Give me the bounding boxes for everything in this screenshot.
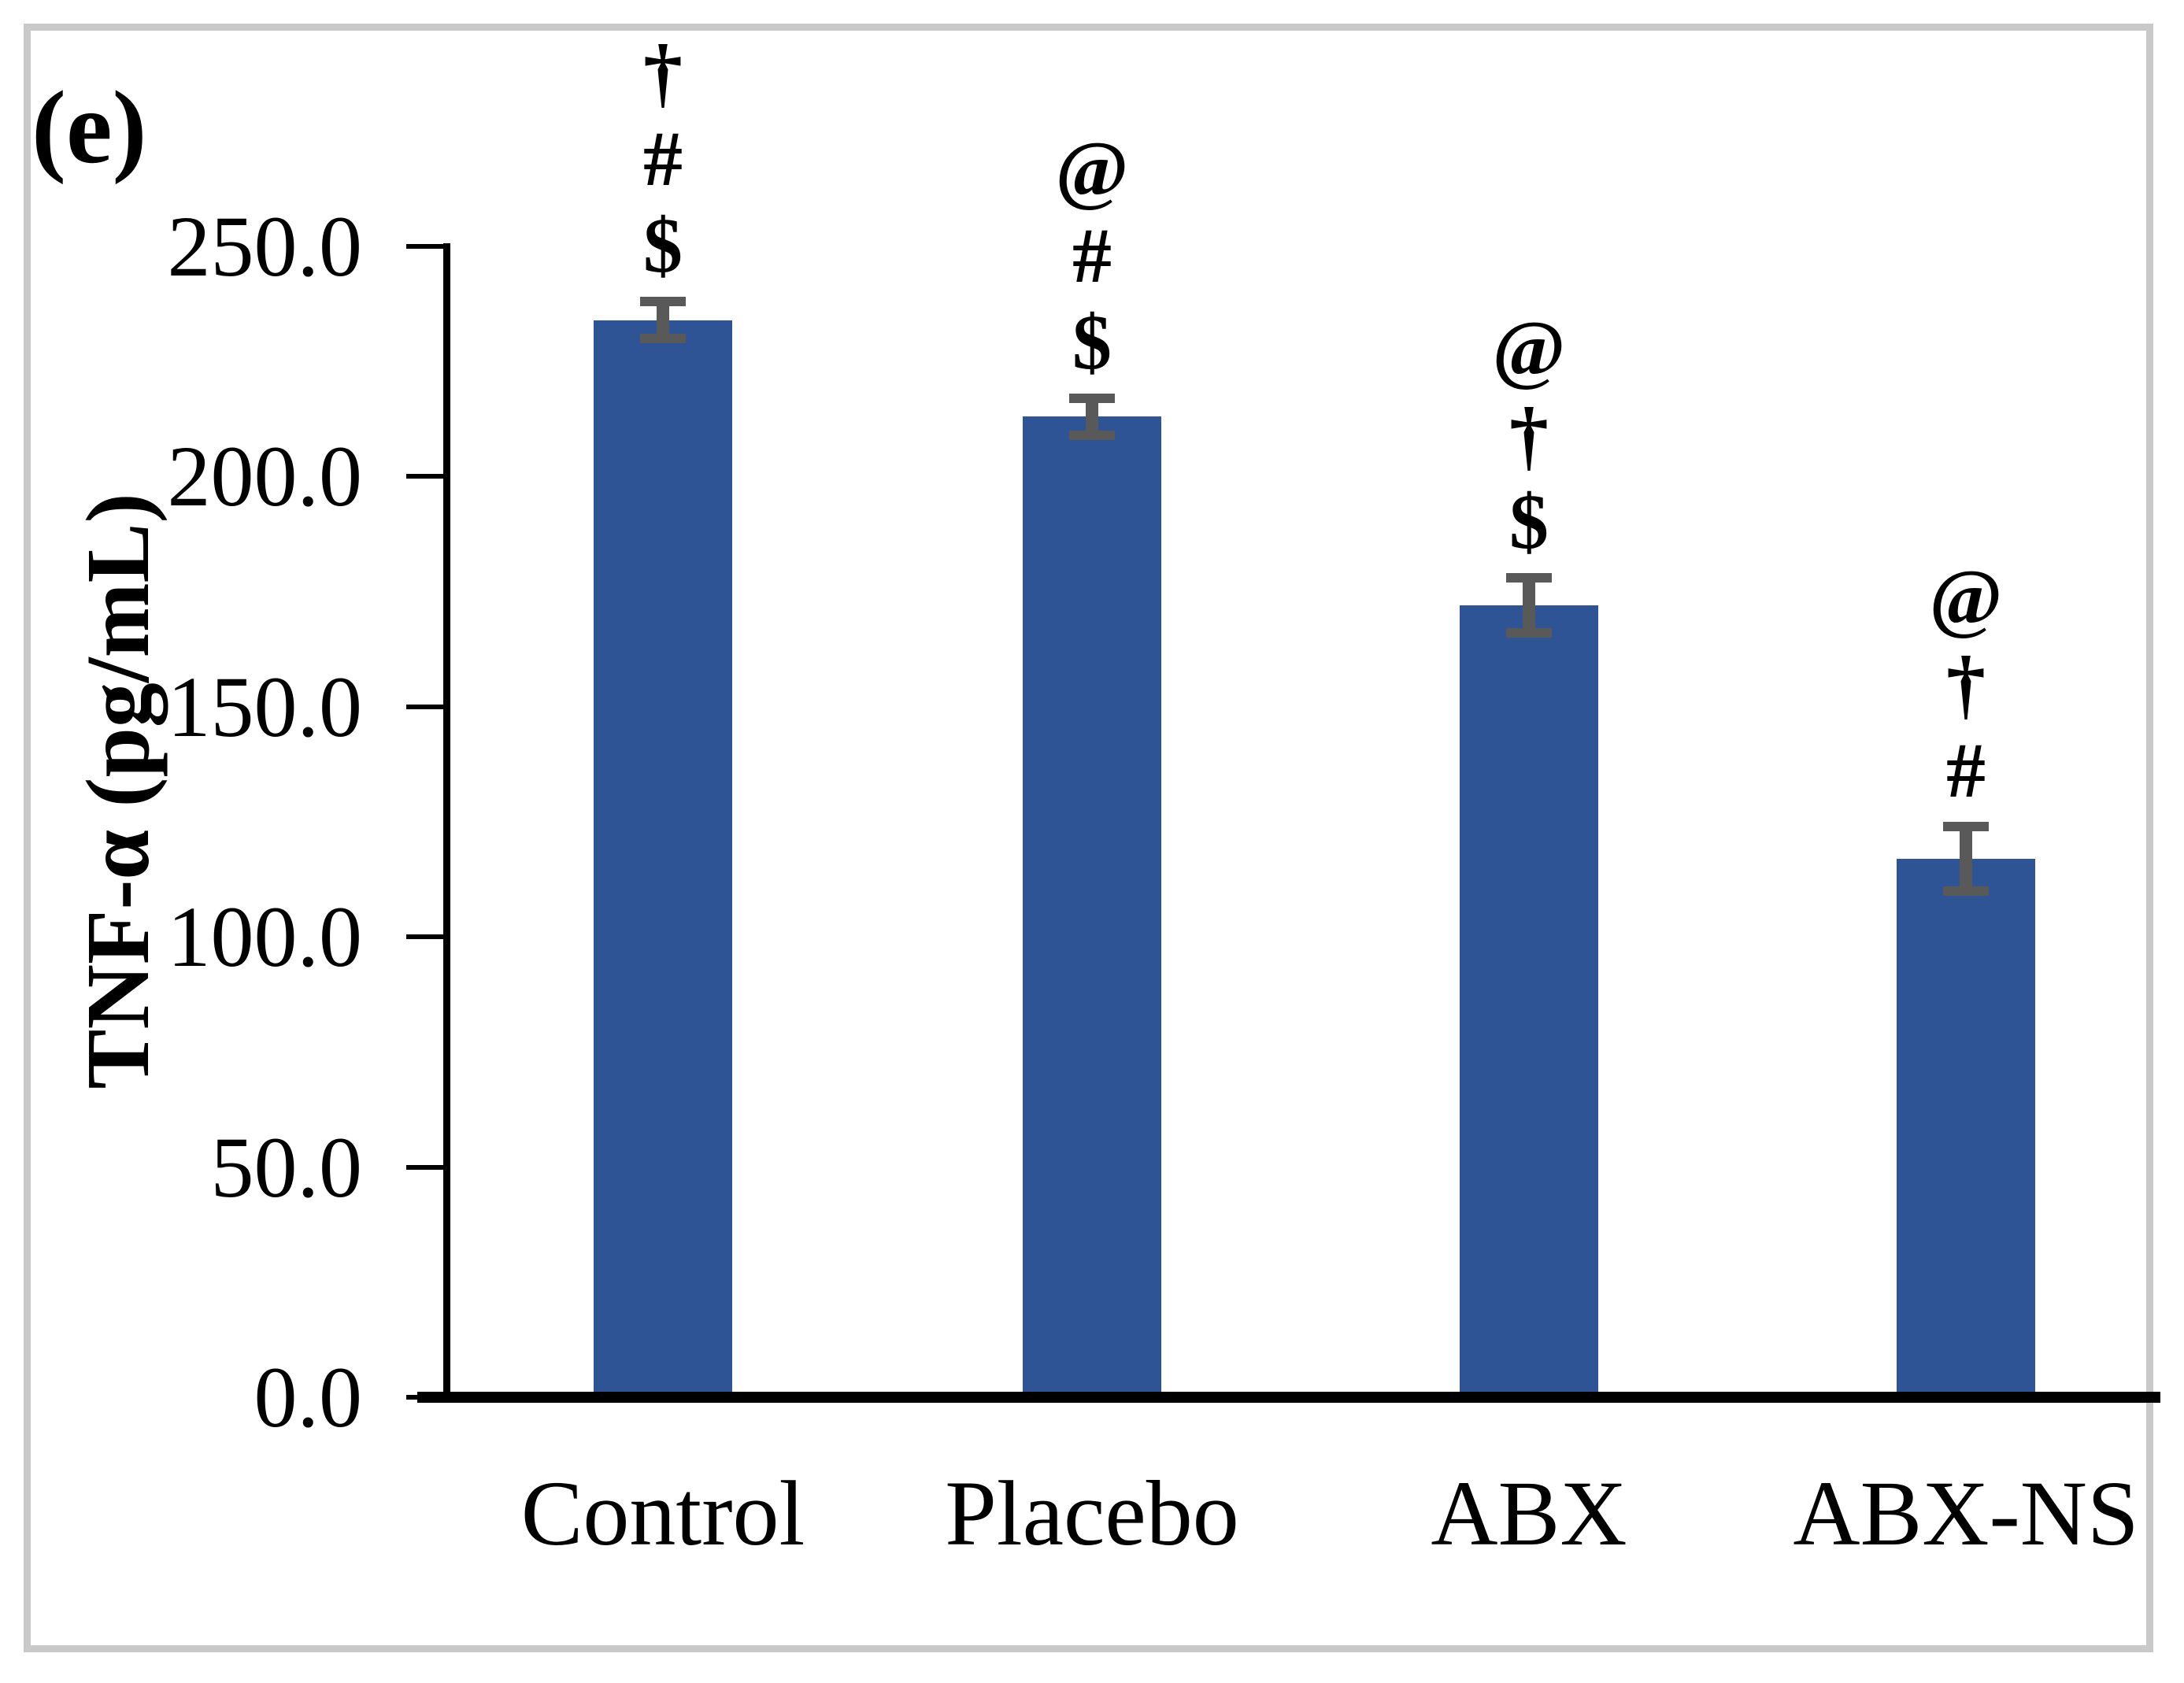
significance-marker: # <box>1946 727 1986 814</box>
bar-group-placebo: @ # $ <box>974 0 1210 1397</box>
significance-marker: @ <box>1055 125 1129 213</box>
y-axis-title: TNF-α (pg/mL) <box>68 493 168 1089</box>
y-tick-label: 150.0 <box>167 659 363 755</box>
y-tick-mark <box>406 705 449 709</box>
x-axis-line <box>417 1392 2160 1403</box>
significance-marker: @ <box>1492 305 1566 392</box>
significance-markers: † # $ <box>545 29 781 289</box>
significance-markers: @ # $ <box>974 126 1210 386</box>
x-axis-label-control: Control <box>520 1462 805 1565</box>
bar-group-abx-ns: @ † # <box>1848 0 2084 1397</box>
error-bar-bottom-cap <box>640 334 686 343</box>
error-bar-bottom-cap <box>1069 431 1115 440</box>
significance-marker: $ <box>1509 478 1549 565</box>
error-bar-stem <box>1523 573 1535 638</box>
significance-marker: @ <box>1929 553 2003 641</box>
error-bar <box>1943 822 1989 896</box>
x-axis-label-placebo: Placebo <box>945 1462 1239 1565</box>
panel-label: (e) <box>31 69 147 185</box>
significance-marker: $ <box>643 202 683 289</box>
significance-marker: # <box>1072 212 1112 299</box>
y-axis-line <box>443 243 450 1397</box>
y-tick-label: 200.0 <box>167 428 363 524</box>
significance-marker: # <box>643 115 683 202</box>
y-tick-label: 250.0 <box>167 198 363 294</box>
y-tick-label: 100.0 <box>167 889 363 985</box>
y-tick-label: 50.0 <box>210 1119 363 1215</box>
significance-markers: @ † # <box>1848 554 2084 814</box>
error-bar <box>1069 394 1115 440</box>
significance-marker: $ <box>1072 298 1112 386</box>
bar-abx-ns <box>1897 859 2035 1397</box>
significance-markers: @ † $ <box>1411 305 1647 565</box>
error-bar-stem <box>1960 822 1972 896</box>
error-bar-bottom-cap <box>1943 886 1989 896</box>
significance-marker: † <box>1509 391 1549 479</box>
y-tick-label: 0.0 <box>254 1349 363 1445</box>
significance-marker: † <box>1946 640 1986 727</box>
bar-group-control: † # $ <box>545 0 781 1397</box>
error-bar-stem <box>1086 394 1098 440</box>
bar-control <box>594 320 732 1397</box>
significance-marker: † <box>643 28 683 116</box>
bar-abx <box>1460 605 1598 1397</box>
y-tick-mark <box>406 244 449 249</box>
y-tick-mark <box>406 934 449 939</box>
error-bar-stem <box>657 297 669 343</box>
y-tick-mark <box>406 1165 449 1170</box>
x-axis-label-abx: ABX <box>1431 1462 1627 1565</box>
bar-group-abx: @ † $ <box>1411 0 1647 1397</box>
error-bar <box>640 297 686 343</box>
error-bar-bottom-cap <box>1506 628 1552 638</box>
error-bar <box>1506 573 1552 638</box>
x-axis-label-abx-ns: ABX-NS <box>1793 1462 2139 1565</box>
y-tick-mark <box>406 474 449 479</box>
bar-placebo <box>1023 416 1161 1397</box>
